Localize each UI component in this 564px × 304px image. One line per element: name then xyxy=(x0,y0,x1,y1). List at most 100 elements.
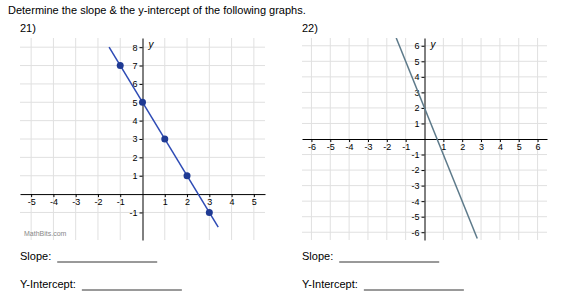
answer-blank xyxy=(339,262,439,263)
x-tick: 3 xyxy=(479,139,484,152)
x-tick: 1 xyxy=(163,194,168,207)
x-tick: -5 xyxy=(28,194,36,207)
y-tick-mark xyxy=(140,212,143,213)
x-tick: -6 xyxy=(308,139,316,152)
x-tick-label: 2 xyxy=(460,142,465,152)
point xyxy=(206,209,213,216)
x-tick-label: -5 xyxy=(28,197,36,207)
y-tick: -2 xyxy=(411,165,424,175)
y-axis-line xyxy=(425,39,426,241)
y-tick-label: 2 xyxy=(132,153,137,163)
marks xyxy=(396,38,477,238)
y-tick: 4 xyxy=(414,72,424,82)
y-tick-label: 2 xyxy=(414,103,419,113)
y-tick-mark xyxy=(422,232,425,233)
x-tick: -2 xyxy=(94,194,102,207)
answer-prompt: Y-Intercept: xyxy=(302,278,358,290)
y-tick-label: -1 xyxy=(411,150,419,160)
y-tick-mark xyxy=(422,170,425,171)
answer-blank xyxy=(57,262,157,263)
x-tick: 3 xyxy=(207,194,212,207)
x-tick-label: 4 xyxy=(498,142,503,152)
x-tick: 2 xyxy=(185,194,190,207)
y-tick-label: 4 xyxy=(414,72,419,82)
y-tick-mark xyxy=(140,176,143,177)
y-tick-label: -2 xyxy=(411,165,419,175)
x-tick-label: 2 xyxy=(185,197,190,207)
x-tick: -2 xyxy=(383,139,391,152)
y-tick-label: 4 xyxy=(132,116,137,126)
x-tick-label: -3 xyxy=(364,142,372,152)
worksheet: Determine the slope & the y-intercept of… xyxy=(0,0,564,304)
x-tick: 5 xyxy=(517,139,522,152)
y-tick-label: -3 xyxy=(411,181,419,191)
x-tick: -3 xyxy=(72,194,80,207)
x-tick: -4 xyxy=(346,139,354,152)
line xyxy=(396,38,477,238)
y-tick: 1 xyxy=(414,119,424,129)
y-tick-mark xyxy=(422,123,425,124)
y-tick-label: 5 xyxy=(414,57,419,67)
y-tick-label: 3 xyxy=(132,134,137,144)
y-tick: 1 xyxy=(132,171,142,181)
answer-prompt: Y-Intercept: xyxy=(20,278,76,290)
y-tick: 4 xyxy=(132,116,142,126)
y-axis-label: y xyxy=(148,39,155,50)
y-tick: -3 xyxy=(411,181,424,191)
point xyxy=(161,136,168,143)
x-tick-label: 5 xyxy=(517,142,522,152)
y-tick-mark xyxy=(140,157,143,158)
x-tick-label: 5 xyxy=(252,197,257,207)
y-tick: -1 xyxy=(129,208,142,218)
y-tick-label: -1 xyxy=(129,208,137,218)
y-tick-mark xyxy=(422,186,425,187)
marks xyxy=(109,47,218,227)
y-axis-label: y xyxy=(430,39,437,50)
y-tick-mark xyxy=(422,155,425,156)
x-tick: -4 xyxy=(50,194,58,207)
y-tick-label: -6 xyxy=(411,228,419,238)
x-tick-label: -6 xyxy=(308,142,316,152)
answer-prompt: Slope: xyxy=(302,250,333,262)
y-tick-mark xyxy=(422,201,425,202)
plot: -6-5-4-3-2-1123456-6-5-4-3-2-1123456y xyxy=(302,38,548,241)
y-tick-label: 8 xyxy=(132,43,137,53)
x-tick-label: 1 xyxy=(163,197,168,207)
page-title: Determine the slope & the y-intercept of… xyxy=(8,4,306,16)
x-tick-label: -2 xyxy=(94,197,102,207)
y-tick-label: 5 xyxy=(132,98,137,108)
y-tick: 2 xyxy=(132,153,142,163)
y-tick: -6 xyxy=(411,228,424,238)
y-tick-mark xyxy=(422,92,425,93)
x-tick: 6 xyxy=(536,139,541,152)
x-tick-label: 3 xyxy=(207,197,212,207)
point xyxy=(139,99,146,106)
y-tick-mark xyxy=(422,46,425,47)
y-tick: 6 xyxy=(414,41,424,51)
x-tick: -5 xyxy=(327,139,335,152)
y-tick: -1 xyxy=(411,150,424,160)
y-axis-line xyxy=(143,39,144,241)
y-tick-label: 6 xyxy=(414,41,419,51)
y-tick-mark xyxy=(422,217,425,218)
point xyxy=(184,172,191,179)
x-tick-label: -2 xyxy=(383,142,391,152)
x-tick: 2 xyxy=(460,139,465,152)
x-tick-label: 4 xyxy=(230,197,235,207)
watermark: MathBits.com xyxy=(24,230,67,237)
x-tick: -3 xyxy=(364,139,372,152)
x-tick-label: -3 xyxy=(72,197,80,207)
plot: -5-4-3-2-112345-112345678y xyxy=(20,38,266,241)
x-tick-label: 6 xyxy=(536,142,541,152)
y-tick: 8 xyxy=(132,43,142,53)
chart-number: 22) xyxy=(302,22,318,34)
x-tick-label: 3 xyxy=(479,142,484,152)
line xyxy=(109,47,218,227)
y-tick-label: 1 xyxy=(414,119,419,129)
y-tick-mark xyxy=(422,77,425,78)
x-tick-label: -1 xyxy=(117,197,125,207)
y-tick: -5 xyxy=(411,212,424,222)
x-tick-label: -1 xyxy=(402,142,410,152)
y-axis: -112345678 xyxy=(129,39,143,241)
point xyxy=(117,62,124,69)
